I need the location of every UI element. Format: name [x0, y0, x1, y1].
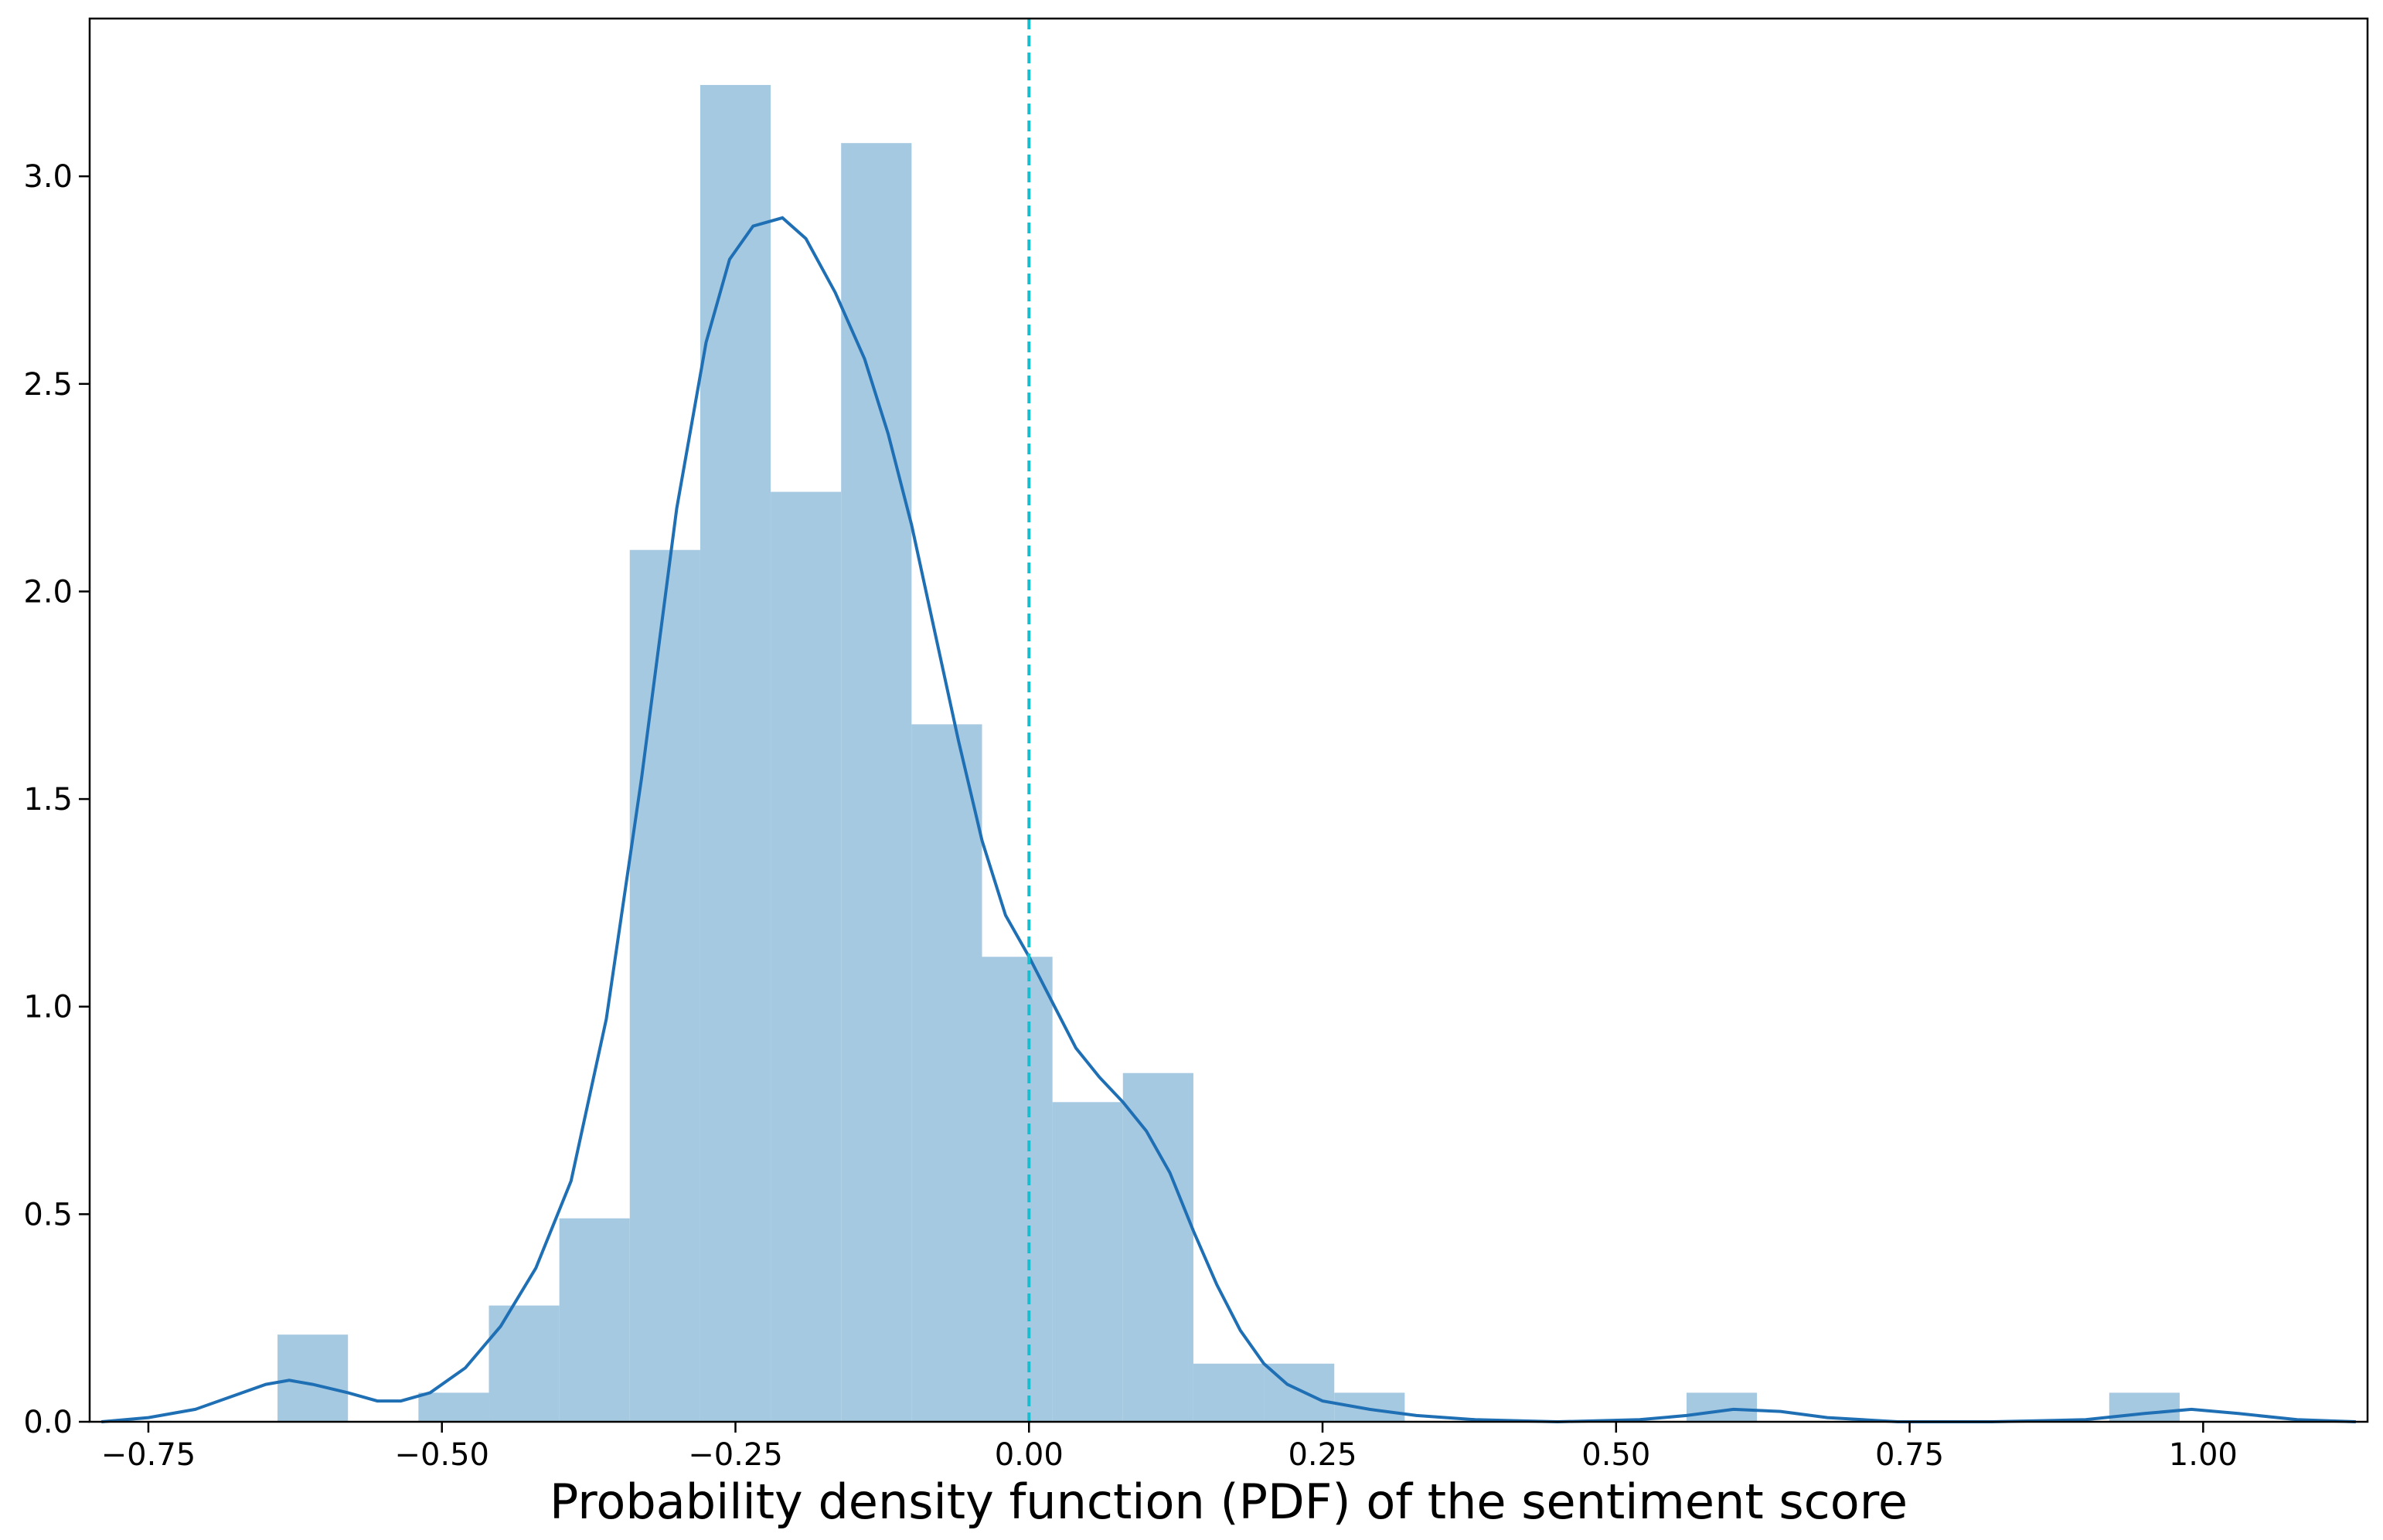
y-tick-label: 0.0 — [23, 1405, 73, 1440]
y-axis: 0.0 0.5 1.0 1.5 2.0 2.5 3.0 — [23, 159, 90, 1440]
y-tick-label: 1.0 — [23, 990, 73, 1025]
histogram-bar — [982, 957, 1053, 1422]
histogram-bar — [1193, 1363, 1265, 1422]
histogram-bar — [629, 549, 700, 1422]
histogram-bar — [418, 1392, 489, 1422]
histogram-bar — [700, 84, 771, 1423]
y-tick-label: 2.5 — [23, 367, 73, 403]
histogram-bar — [911, 724, 982, 1422]
kde-curve — [101, 216, 2356, 1424]
y-tick-label: 2.0 — [23, 574, 73, 610]
x-axis-title: Probability density function (PDF) of th… — [550, 1474, 1908, 1530]
histogram-bar — [1334, 1392, 1405, 1422]
histogram-bar — [559, 1218, 630, 1422]
histogram-bar — [1122, 1073, 1193, 1422]
histogram-bar — [1686, 1392, 1758, 1422]
x-tick-label: 0.75 — [1875, 1437, 1944, 1473]
x-tick-label: 0.00 — [995, 1437, 1064, 1473]
histogram-bar — [489, 1305, 560, 1422]
y-tick-label: 0.5 — [23, 1197, 73, 1232]
histogram-bar — [841, 143, 912, 1422]
histogram-bar — [277, 1334, 349, 1422]
histogram-bar — [771, 491, 842, 1422]
x-tick-label: 1.00 — [2169, 1437, 2238, 1473]
plot-area-frame — [88, 17, 2369, 1423]
x-tick-label: 0.50 — [1581, 1437, 1650, 1473]
x-tick-label: −0.75 — [101, 1437, 196, 1473]
y-tick-label: 1.5 — [23, 782, 73, 818]
y-tick-label: 3.0 — [23, 159, 73, 195]
x-tick-label: −0.25 — [688, 1437, 783, 1473]
x-tick-label: 0.25 — [1288, 1437, 1357, 1473]
histogram-bar — [1052, 1102, 1123, 1422]
x-axis: −0.75 −0.50 −0.25 0.00 0.25 0.50 0.75 1.00 — [101, 1422, 2238, 1473]
histogram-bars — [277, 84, 2180, 1423]
x-tick-label: −0.50 — [394, 1437, 489, 1473]
